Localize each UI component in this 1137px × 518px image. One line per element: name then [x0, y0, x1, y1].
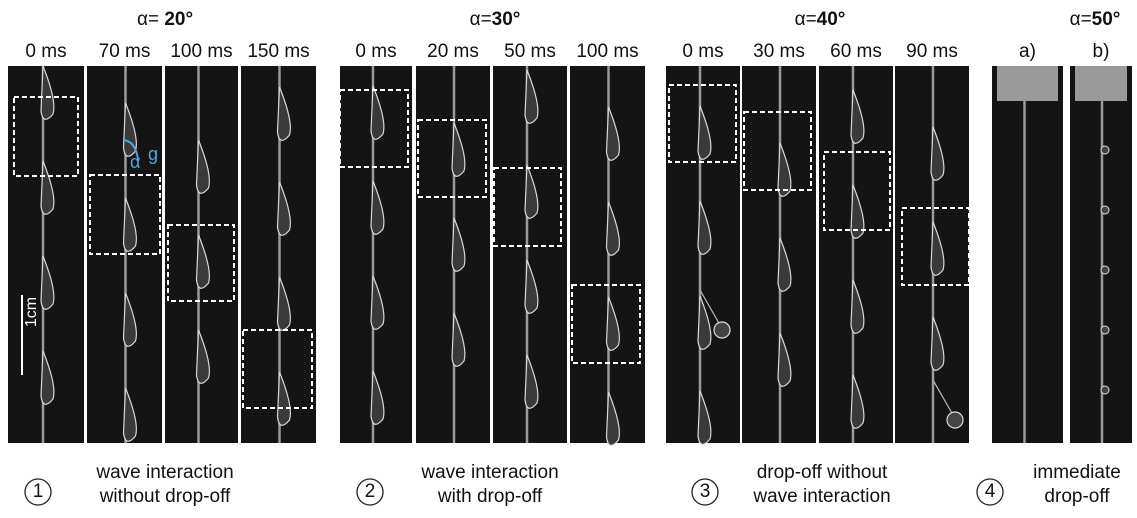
caption-number: 2 [365, 481, 376, 502]
angle-prefix: α= [470, 9, 492, 30]
angle-value: 50° [1092, 9, 1121, 30]
angle-value: 20° [164, 9, 193, 30]
angle-title: α=30° [470, 9, 521, 30]
droplet [1101, 146, 1109, 154]
caption-number: 3 [700, 481, 711, 502]
droplet [1101, 326, 1109, 334]
angle-title: α=40° [795, 9, 846, 30]
frame-time-label: 60 ms [830, 41, 882, 62]
frame-time-label: 90 ms [906, 41, 958, 62]
frame-photo [992, 66, 1063, 443]
frame-time-label: 70 ms [99, 41, 151, 62]
caption-line: wave interaction [752, 486, 890, 507]
detached-drop [947, 412, 963, 428]
nozzle [997, 66, 1058, 101]
figure: α= 20° 0 ms 70 ms 100 ms 150 ms 1 wave interac… [0, 0, 1137, 513]
caption-line: drop-off without [757, 462, 888, 483]
caption-number: 1 [33, 481, 44, 502]
angle-symbol: α [130, 152, 140, 172]
detached-drop [714, 322, 730, 338]
frame-time-label: 50 ms [504, 41, 556, 62]
angle-prefix: α= [137, 9, 164, 30]
caption-line: with drop-off [437, 486, 543, 507]
frame-time-label: 0 ms [355, 41, 396, 62]
angle-prefix: α= [795, 9, 817, 30]
droplet [1101, 266, 1109, 274]
caption-number: 4 [985, 481, 996, 502]
caption-line: immediate [1033, 462, 1121, 483]
caption-line: wave interaction [420, 462, 558, 483]
caption-line: drop-off [1044, 486, 1110, 507]
angle-prefix: α= [1070, 9, 1092, 30]
frame-time-label: 0 ms [682, 41, 723, 62]
frame-time-label: 150 ms [247, 41, 309, 62]
gravity-label: g [148, 144, 158, 164]
frame-time-label: 100 ms [170, 41, 232, 62]
frame-time-label: 100 ms [576, 41, 638, 62]
nozzle [1075, 66, 1127, 101]
frame-time-label: 0 ms [25, 41, 66, 62]
frame-time-label: b) [1093, 41, 1110, 62]
scale-bar-label: 1cm [23, 297, 40, 327]
frame-time-label: 20 ms [427, 41, 479, 62]
caption-line: without drop-off [99, 486, 231, 507]
caption-line: wave interaction [95, 462, 233, 483]
angle-value: 30° [492, 9, 521, 30]
frame-time-label: a) [1019, 41, 1036, 62]
droplet [1101, 386, 1109, 394]
angle-title: α= 20° [137, 9, 193, 30]
angle-value: 40° [817, 9, 846, 30]
droplet [1101, 206, 1109, 214]
frame-time-label: 30 ms [753, 41, 805, 62]
angle-title: α=50° [1070, 9, 1121, 30]
